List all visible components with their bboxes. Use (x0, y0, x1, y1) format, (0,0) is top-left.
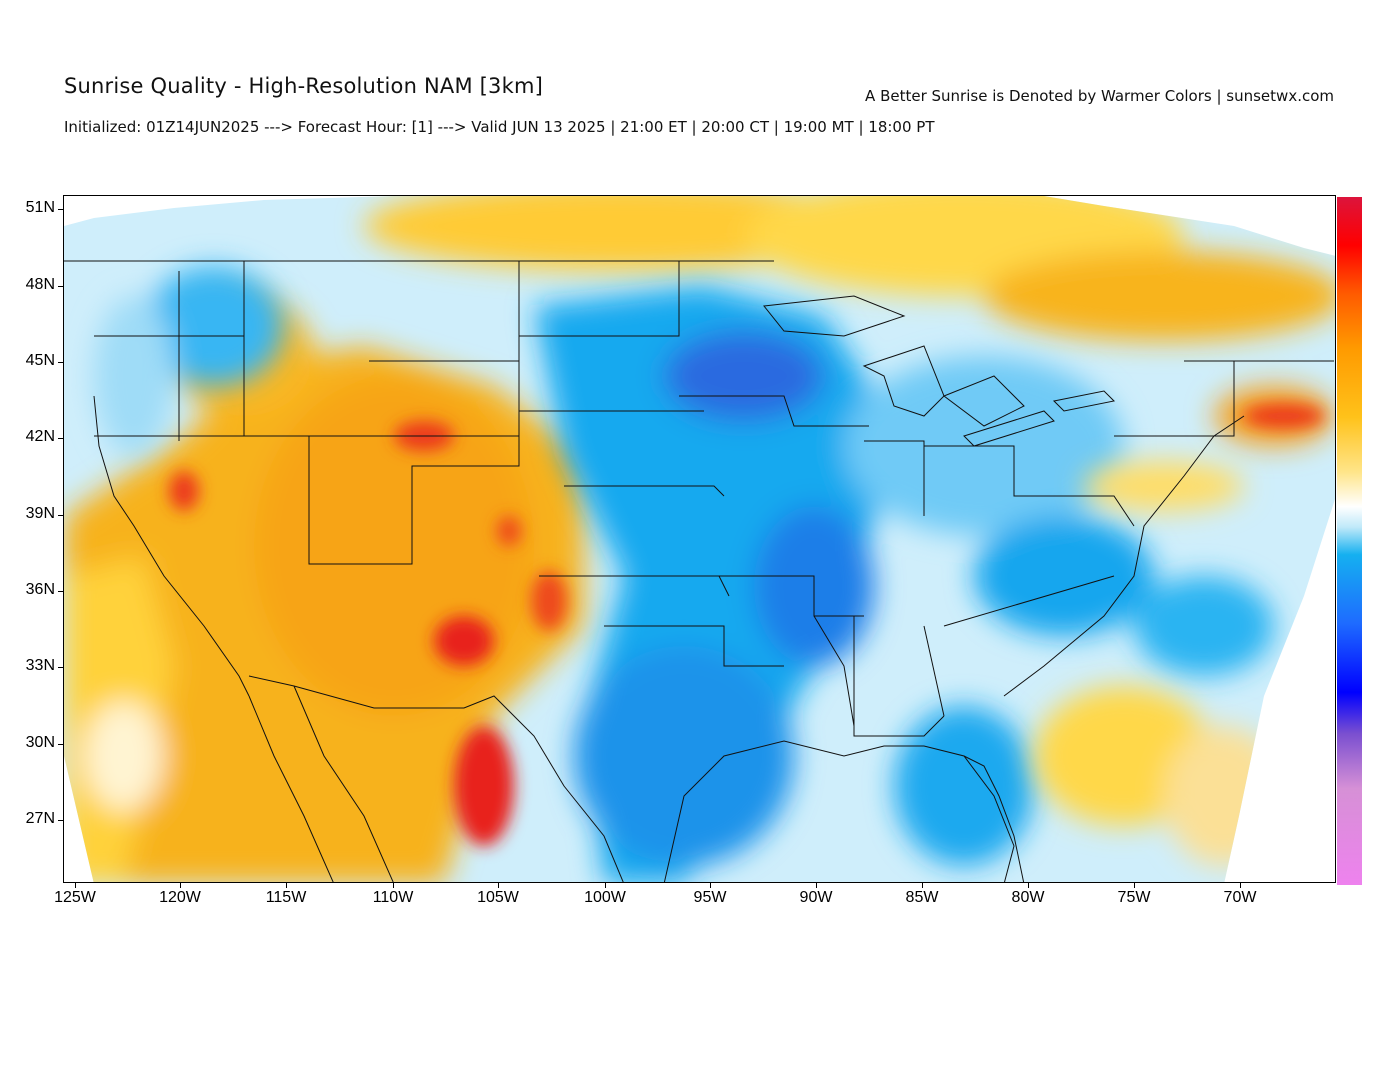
lat-tick (58, 591, 63, 592)
lat-label: 33N (25, 657, 55, 674)
lon-tick (75, 883, 76, 888)
map-title: Sunrise Quality - High-Resolution NAM [3… (64, 74, 543, 98)
lon-tick (605, 883, 606, 888)
baja-coast (248, 695, 334, 882)
lat-label: 45N (25, 352, 55, 369)
lat-tick (58, 286, 63, 287)
lat-label: 36N (25, 581, 55, 598)
credit-text: A Better Sunrise is Denoted by Warmer Co… (865, 87, 1334, 105)
map-canvas (64, 196, 1335, 882)
lon-tick (1240, 883, 1241, 888)
warm-field-north (364, 196, 1335, 446)
lon-label: 115W (265, 889, 307, 906)
lon-label: 100W (584, 889, 626, 906)
lon-tick (498, 883, 499, 888)
lon-label: 70W (1223, 889, 1257, 906)
lon-tick (286, 883, 287, 888)
gulf-of-california (293, 685, 394, 882)
lat-tick (58, 820, 63, 821)
lon-label: 120W (159, 889, 201, 906)
lon-tick (393, 883, 394, 888)
lon-label: 95W (693, 889, 727, 906)
lat-tick (58, 362, 63, 363)
lat-tick (58, 438, 63, 439)
lat-label: 27N (25, 810, 55, 827)
lat-tick (58, 515, 63, 516)
lat-tick (58, 667, 63, 668)
lon-tick (816, 883, 817, 888)
mexico-border (248, 675, 624, 882)
colorbar (1337, 197, 1362, 885)
atlantic-coast (1003, 415, 1245, 697)
cool-field-interior (94, 266, 1274, 882)
lon-label: 90W (799, 889, 833, 906)
florida-coast (963, 755, 1025, 882)
lon-label: 110W (372, 889, 414, 906)
lon-tick (922, 883, 923, 888)
lat-label: 30N (25, 734, 55, 751)
pacific-coast (93, 395, 250, 697)
lon-tick (710, 883, 711, 888)
gulf-coast (663, 740, 1015, 882)
lon-label: 75W (1117, 889, 1151, 906)
lat-tick (58, 209, 63, 210)
lon-tick (1028, 883, 1029, 888)
lake-huron (942, 375, 1025, 427)
lon-label: 125W (54, 889, 96, 906)
boundaries (64, 260, 1334, 882)
lat-label: 51N (25, 199, 55, 216)
lat-label: 42N (25, 428, 55, 445)
forecast-map (63, 195, 1336, 883)
lon-tick (1134, 883, 1135, 888)
init-valid-subtitle: Initialized: 01Z14JUN2025 ---> Forecast … (64, 118, 935, 136)
lon-label: 105W (477, 889, 519, 906)
lat-label: 48N (25, 276, 55, 293)
lake-superior (763, 295, 906, 337)
lat-label: 39N (25, 505, 55, 522)
lake-ontario (1052, 390, 1116, 412)
colorbar-gradient (1337, 197, 1362, 885)
lake-michigan (862, 345, 945, 417)
lon-tick (180, 883, 181, 888)
lat-tick (58, 744, 63, 745)
hot-spots (169, 404, 1324, 846)
lon-label: 85W (905, 889, 939, 906)
lake-erie (963, 410, 1055, 447)
lon-label: 80W (1011, 889, 1045, 906)
